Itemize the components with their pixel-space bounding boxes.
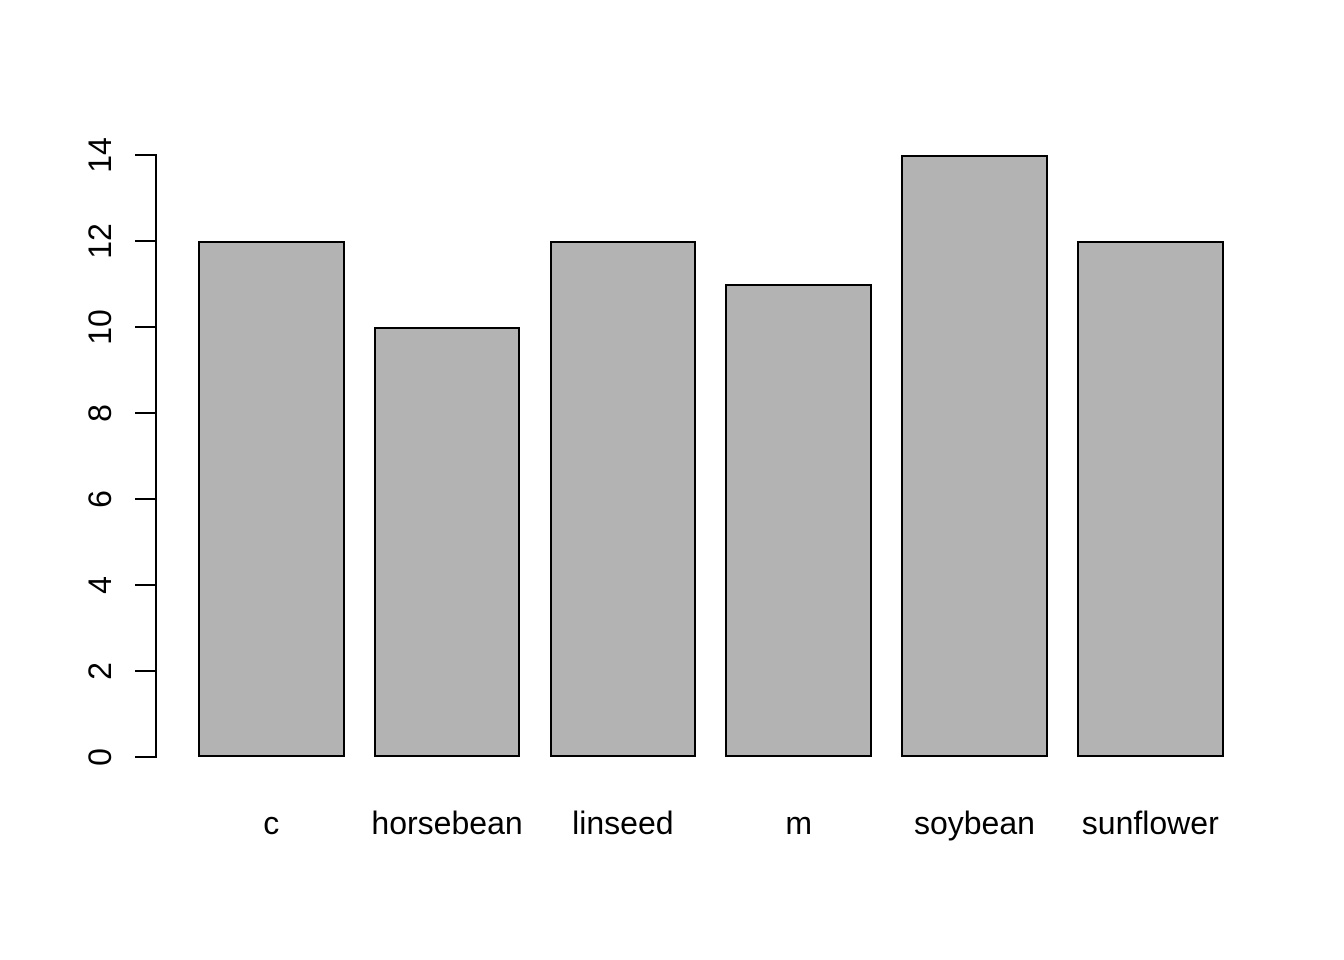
y-axis-tick-label-0: 0 [82, 748, 118, 766]
y-axis-tick-label-8: 8 [82, 404, 118, 422]
y-axis-tick-12 [135, 240, 155, 242]
bar-linseed [549, 241, 697, 757]
y-axis-tick-8 [135, 412, 155, 414]
y-axis-tick-label-12: 12 [82, 223, 118, 259]
bar-sunflower [1077, 241, 1224, 757]
y-axis-tick-label-14: 14 [82, 137, 118, 173]
x-axis-label-m: m [785, 805, 812, 841]
bar-horsebean [373, 327, 521, 757]
y-axis-tick-10 [135, 326, 155, 328]
bar-c [198, 241, 345, 757]
x-axis-label-horsebean: horsebean [371, 805, 523, 841]
y-axis-tick-label-2: 2 [82, 662, 118, 680]
y-axis-tick-label-10: 10 [82, 309, 118, 345]
y-axis-tick-label-4: 4 [82, 576, 118, 594]
y-axis-tick-label-6: 6 [82, 490, 118, 508]
x-axis-label-sunflower: sunflower [1081, 805, 1219, 841]
y-axis-tick-6 [135, 498, 155, 500]
bar-m [725, 284, 872, 757]
y-axis-tick-4 [135, 584, 155, 586]
x-axis-label-c: c [263, 805, 280, 841]
y-axis-tick-14 [135, 154, 155, 156]
x-axis-label-soybean: soybean [913, 805, 1035, 841]
bar-soybean [901, 155, 1048, 757]
y-axis-tick-2 [135, 670, 155, 672]
x-axis-label-linseed: linseed [572, 805, 674, 841]
y-axis-tick-0 [135, 756, 155, 758]
y-axis-line [155, 154, 157, 758]
